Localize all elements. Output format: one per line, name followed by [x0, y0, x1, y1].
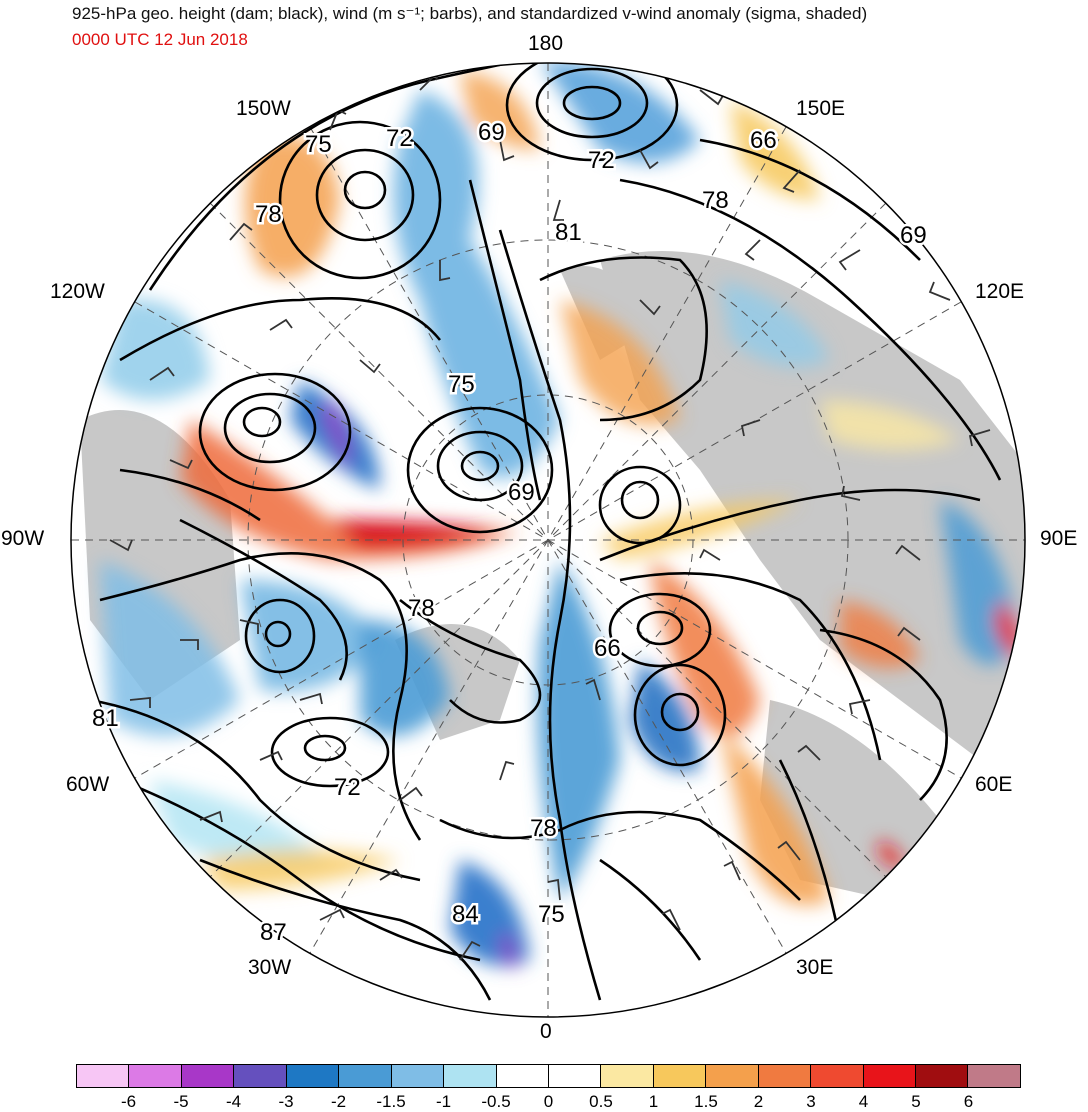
- colorbar-tick-label: -1.5: [376, 1092, 406, 1111]
- colorbar-swatch: [444, 1065, 497, 1087]
- height-contours: [89, 63, 1002, 1001]
- contour-label: 75: [305, 131, 332, 158]
- contour-label: 81: [555, 219, 582, 246]
- colorbar-swatch: [758, 1065, 812, 1087]
- colorbar-swatch: [863, 1065, 916, 1087]
- colorbar-swatch: [496, 1065, 549, 1087]
- colorbar-tick-label: -5: [173, 1092, 189, 1111]
- colorbar-swatch: [653, 1065, 707, 1087]
- lon-label-30w: 30W: [248, 956, 292, 979]
- contour-label: 69: [508, 479, 535, 506]
- colorbar-tick-label: -2: [330, 1092, 347, 1111]
- colorbar-swatch: [601, 1065, 654, 1087]
- contour-label: 78: [702, 187, 729, 214]
- contour-labels: 69 72 66 78 75 72 78 81 69 75 69 78 66 8…: [90, 117, 930, 949]
- polar-stereographic-map: 69 72 66 78 75 72 78 81 69 75 69 78 66 8…: [70, 62, 1026, 1018]
- colorbar-swatch: [339, 1065, 392, 1087]
- contour-label: 78: [530, 815, 557, 842]
- map-boundary: [70, 62, 1026, 1018]
- colorbar-swatch: [811, 1065, 864, 1087]
- graticule: [71, 63, 1025, 1017]
- colorbar-tick-label: 0: [543, 1092, 554, 1111]
- map-title: 925-hPa geo. height (dam; black), wind (…: [72, 4, 868, 23]
- wind-barbs: [109, 69, 991, 961]
- lon-label-90w: 90W: [1, 527, 45, 550]
- lon-label-180: 180: [528, 32, 564, 55]
- contour-label: 84: [452, 901, 479, 928]
- lon-label-60e: 60E: [975, 773, 1013, 796]
- colorbar-tick-label: -3: [278, 1092, 294, 1111]
- valid-time: 0000 UTC 12 Jun 2018: [72, 30, 248, 49]
- colorbar: [76, 1064, 1021, 1088]
- colorbar-swatch: [129, 1065, 182, 1087]
- colorbar-swatch: [968, 1065, 1020, 1087]
- lon-label-150w: 150W: [236, 97, 291, 120]
- colorbar-tick-label: 6: [963, 1092, 974, 1111]
- colorbar-tick-label: 3: [806, 1092, 816, 1111]
- contour-label: 66: [750, 127, 777, 154]
- colorbar-swatch: [77, 1065, 130, 1087]
- contour-label: 75: [538, 901, 565, 928]
- contour-label: 78: [408, 595, 435, 622]
- colorbar-swatch: [181, 1065, 235, 1087]
- contour-label: 78: [255, 201, 282, 228]
- colorbar-swatch: [916, 1065, 969, 1087]
- colorbar-tick-label: -0.5: [481, 1092, 511, 1111]
- contour-label: 72: [386, 125, 413, 152]
- colorbar-tick-label: 5: [911, 1092, 921, 1111]
- contour-label: 66: [594, 635, 621, 662]
- colorbar-tick-label: -4: [225, 1092, 242, 1111]
- lon-label-60w: 60W: [66, 773, 110, 796]
- lon-label-120e: 120E: [975, 280, 1025, 303]
- contour-label: 72: [588, 147, 615, 174]
- lon-label-90e: 90E: [1040, 527, 1078, 550]
- colorbar-tick-label: 0.5: [589, 1092, 613, 1111]
- contour-label: 81: [92, 705, 119, 732]
- contour-label: 72: [334, 774, 361, 801]
- contour-label: 69: [478, 119, 505, 146]
- colorbar-swatch: [391, 1065, 445, 1087]
- colorbar-swatch: [548, 1065, 602, 1087]
- lon-label-150e: 150E: [796, 97, 846, 120]
- colorbar-swatch: [234, 1065, 287, 1087]
- lon-label-0: 0: [540, 1020, 552, 1043]
- colorbar-tick-label: 1: [648, 1092, 659, 1111]
- lon-label-30e: 30E: [796, 956, 834, 979]
- colorbar-tick-label: 1.5: [694, 1092, 718, 1111]
- contour-label: 69: [900, 222, 927, 249]
- contour-label: 87: [260, 919, 287, 946]
- lon-label-120w: 120W: [50, 280, 105, 303]
- colorbar-tick-label: 4: [858, 1092, 869, 1111]
- colorbar-tick-label: -6: [120, 1092, 137, 1111]
- colorbar-swatch: [286, 1065, 340, 1087]
- colorbar-tick-label: 2: [753, 1092, 764, 1111]
- contour-label: 75: [448, 371, 475, 398]
- colorbar-swatch: [706, 1065, 759, 1087]
- colorbar-tick-label: -1: [435, 1092, 452, 1111]
